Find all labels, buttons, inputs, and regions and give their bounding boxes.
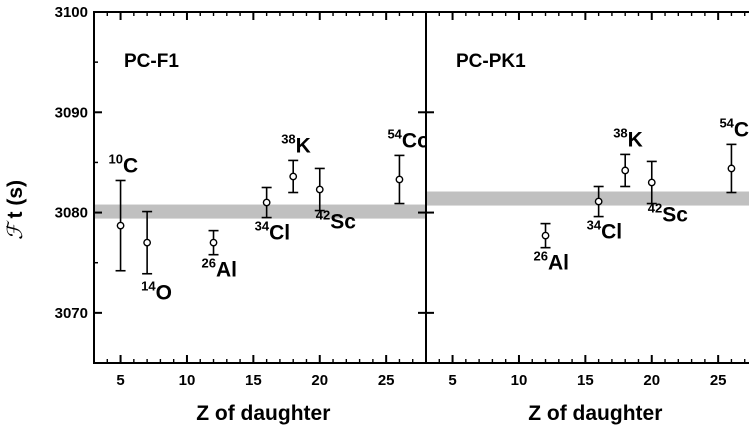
data-point — [727, 164, 736, 173]
panel-title: PC-PK1 — [456, 51, 526, 72]
y-axis: 3070 3080 3090 3100 — [55, 4, 102, 364]
data-point — [315, 185, 324, 194]
x-tick-label: 20 — [311, 372, 328, 389]
panel-plot-area: 26Al 34Cl 38K 42Sc 54Co — [426, 115, 749, 275]
data-point — [209, 238, 218, 247]
point-label: 34Cl — [255, 219, 290, 245]
data-point — [395, 175, 404, 184]
x-tick-label: 25 — [710, 372, 727, 389]
panel-frame — [425, 11, 749, 364]
y-tick-label: 3080 — [55, 205, 88, 222]
x-axis-title: Z of daughter — [196, 402, 330, 425]
x-axis-title: Z of daughter — [528, 402, 662, 425]
average-band — [426, 191, 749, 206]
point-label-symbol: Sc — [662, 204, 688, 227]
data-point — [647, 178, 656, 187]
point-label-symbol: C — [123, 154, 138, 177]
data-point — [143, 238, 152, 247]
point-label: 42Sc — [648, 201, 688, 227]
y-tick-label: 3070 — [55, 305, 88, 322]
x-tick-label: 10 — [511, 372, 528, 389]
point-label-mass: 14 — [141, 279, 156, 294]
x-tick-label: 15 — [577, 372, 594, 389]
point-label-symbol: Cl — [269, 222, 290, 245]
y-axis-title: ℱt (s) — [3, 180, 27, 240]
y-tick-label: 3090 — [55, 104, 88, 121]
point-label-mass: 54 — [719, 115, 734, 130]
point-label-symbol: Co — [734, 118, 749, 141]
x-tick-label: 20 — [643, 372, 660, 389]
point-label: 42Sc — [316, 208, 356, 234]
point-label-mass: 42 — [648, 201, 662, 216]
panel-plot-area: 10C 14O 26Al 34Cl 38K 42Sc 54Co — [94, 126, 429, 305]
point-label-mass: 38 — [613, 125, 627, 140]
point-label-mass: 42 — [316, 208, 330, 223]
point-label-symbol: Co — [402, 129, 430, 152]
point-label: 54Co — [719, 115, 749, 141]
point-label-symbol: K — [296, 134, 311, 157]
point-label: 38K — [281, 131, 311, 157]
data-point — [541, 231, 550, 240]
point-label-mass: 34 — [255, 219, 270, 234]
point-label-symbol: Sc — [330, 211, 356, 234]
point-label-mass: 26 — [534, 249, 548, 264]
point-label-symbol: Al — [216, 259, 237, 282]
point-label-symbol: O — [156, 282, 172, 305]
point-label-symbol: K — [628, 128, 643, 151]
point-label: 26Al — [202, 256, 237, 282]
point-label-symbol: Cl — [601, 221, 622, 244]
point-label-mass: 54 — [387, 126, 402, 141]
x-tick-label: 15 — [245, 372, 262, 389]
point-label: 14O — [141, 279, 172, 305]
x-tick-label: 5 — [448, 372, 456, 389]
x-tick-label: 25 — [378, 372, 395, 389]
data-point — [621, 166, 630, 175]
panel-title: PC-F1 — [124, 51, 179, 72]
data-point — [116, 221, 125, 230]
y-tick-label: 3100 — [55, 4, 88, 21]
point-label: 34Cl — [587, 218, 622, 244]
point-label-mass: 26 — [202, 256, 216, 271]
point-label-mass: 34 — [587, 218, 602, 233]
point-label: 38K — [613, 125, 643, 151]
point-label: 10C — [109, 151, 139, 177]
x-tick-label: 5 — [116, 372, 124, 389]
point-label-mass: 38 — [281, 131, 295, 146]
point-label-symbol: Al — [548, 252, 569, 275]
x-tick-label: 10 — [179, 372, 196, 389]
point-label: 54Co — [387, 126, 429, 152]
average-band — [94, 204, 426, 219]
data-point — [594, 197, 603, 206]
point-label: 26Al — [534, 249, 569, 275]
data-point — [289, 172, 298, 181]
panel-1: 26Al 34Cl 38K 42Sc 54Co PC-PK1 5 10 15 20 25 Z of d… — [425, 11, 749, 425]
point-label-mass: 10 — [109, 151, 123, 166]
data-point — [262, 198, 271, 207]
